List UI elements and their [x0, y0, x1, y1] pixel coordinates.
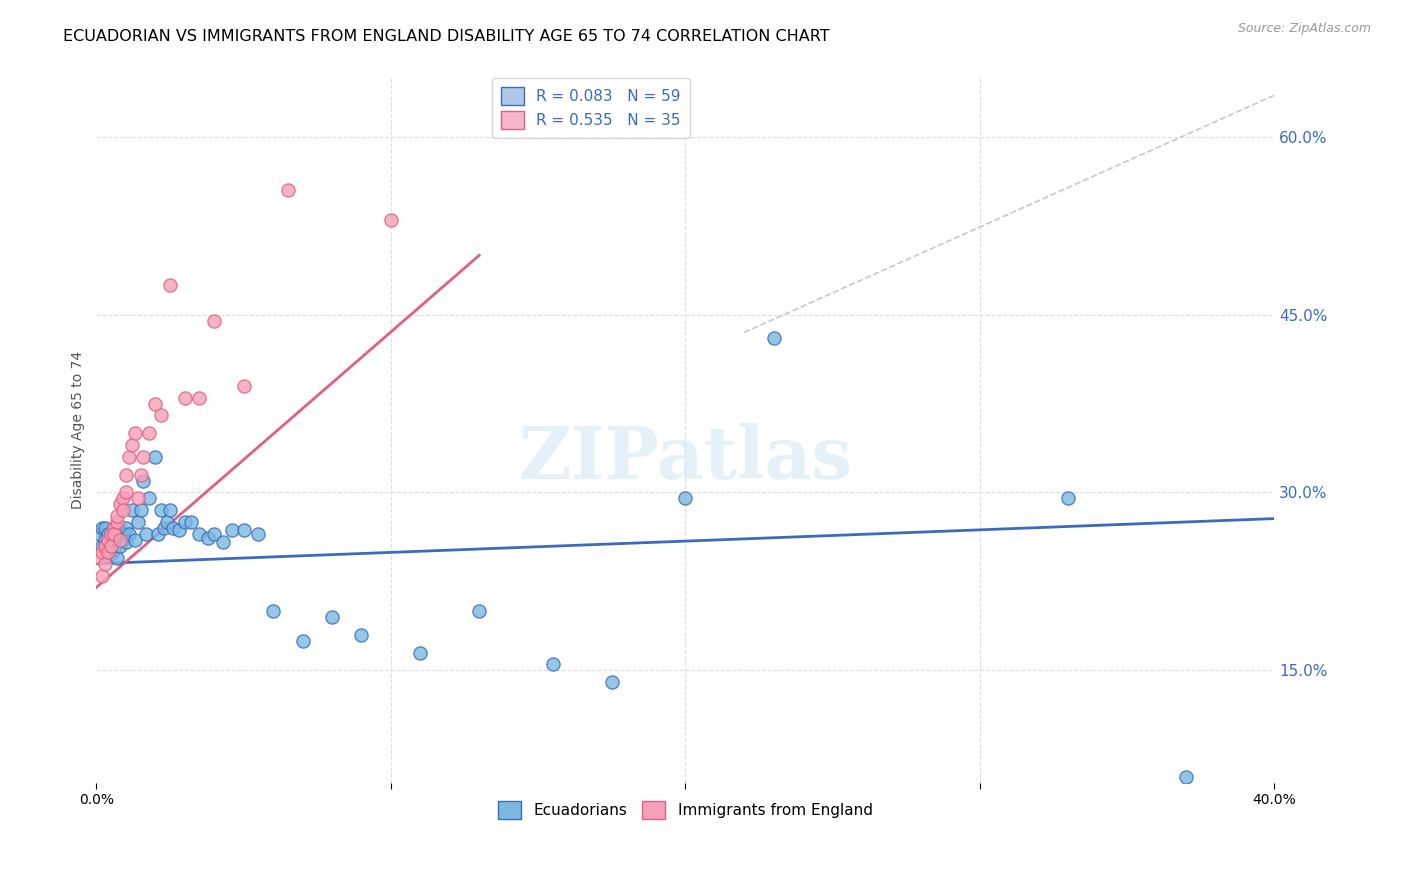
Point — [132, 474, 155, 488]
Point — [127, 491, 149, 506]
Point — [103, 527, 125, 541]
Point — [409, 646, 432, 660]
Point — [108, 539, 131, 553]
Point — [94, 533, 117, 547]
Point — [202, 313, 225, 327]
Point — [173, 391, 195, 405]
Point — [212, 535, 235, 549]
Point — [105, 515, 128, 529]
Y-axis label: Disability Age 65 to 74: Disability Age 65 to 74 — [72, 351, 86, 509]
Point — [97, 533, 120, 547]
Point — [103, 521, 125, 535]
Point — [1175, 770, 1198, 784]
Point — [97, 545, 120, 559]
Point — [91, 521, 114, 535]
Point — [118, 450, 141, 464]
Point — [468, 604, 491, 618]
Point — [380, 212, 402, 227]
Point — [103, 542, 125, 557]
Point — [232, 524, 254, 538]
Point — [114, 485, 136, 500]
Point — [121, 438, 143, 452]
Point — [247, 527, 270, 541]
Point — [148, 527, 170, 541]
Point — [89, 550, 111, 565]
Text: Source: ZipAtlas.com: Source: ZipAtlas.com — [1237, 22, 1371, 36]
Point — [114, 521, 136, 535]
Point — [97, 535, 120, 549]
Point — [105, 509, 128, 524]
Point — [138, 491, 160, 506]
Point — [105, 550, 128, 565]
Point — [105, 527, 128, 541]
Text: ZIPatlas: ZIPatlas — [519, 423, 852, 494]
Legend: Ecuadorians, Immigrants from England: Ecuadorians, Immigrants from England — [492, 795, 879, 825]
Point — [188, 527, 211, 541]
Point — [153, 521, 176, 535]
Point — [108, 497, 131, 511]
Point — [132, 450, 155, 464]
Point — [103, 521, 125, 535]
Point — [197, 531, 219, 545]
Point — [111, 491, 134, 506]
Point — [1057, 491, 1080, 506]
Point — [156, 515, 179, 529]
Point — [600, 675, 623, 690]
Point — [221, 524, 243, 538]
Point — [124, 533, 146, 547]
Point — [129, 503, 152, 517]
Point — [91, 568, 114, 582]
Point — [97, 527, 120, 541]
Point — [262, 604, 284, 618]
Point — [277, 183, 299, 197]
Point — [91, 539, 114, 553]
Point — [673, 491, 696, 506]
Point — [114, 535, 136, 549]
Point — [143, 396, 166, 410]
Point — [97, 545, 120, 559]
Point — [111, 533, 134, 547]
Point — [350, 628, 373, 642]
Point — [100, 539, 122, 553]
Point — [114, 467, 136, 482]
Point — [541, 657, 564, 672]
Point — [180, 515, 202, 529]
Point — [150, 503, 173, 517]
Point — [321, 610, 343, 624]
Point — [162, 521, 184, 535]
Point — [232, 378, 254, 392]
Point — [100, 527, 122, 541]
Point — [89, 527, 111, 541]
Point — [143, 450, 166, 464]
Point — [202, 527, 225, 541]
Point — [129, 467, 152, 482]
Point — [762, 331, 785, 345]
Point — [159, 277, 181, 292]
Point — [108, 524, 131, 538]
Point — [167, 524, 190, 538]
Point — [100, 533, 122, 547]
Point — [94, 557, 117, 571]
Point — [291, 633, 314, 648]
Point — [121, 503, 143, 517]
Text: ECUADORIAN VS IMMIGRANTS FROM ENGLAND DISABILITY AGE 65 TO 74 CORRELATION CHART: ECUADORIAN VS IMMIGRANTS FROM ENGLAND DI… — [63, 29, 830, 44]
Point — [111, 527, 134, 541]
Point — [150, 409, 173, 423]
Point — [173, 515, 195, 529]
Point — [159, 503, 181, 517]
Point — [108, 533, 131, 547]
Point — [91, 545, 114, 559]
Point — [118, 527, 141, 541]
Point — [188, 391, 211, 405]
Point — [94, 539, 117, 553]
Point — [135, 527, 157, 541]
Point — [124, 426, 146, 441]
Point — [100, 527, 122, 541]
Point — [127, 515, 149, 529]
Point — [111, 503, 134, 517]
Point — [138, 426, 160, 441]
Point — [100, 547, 122, 561]
Point — [94, 521, 117, 535]
Point — [94, 539, 117, 553]
